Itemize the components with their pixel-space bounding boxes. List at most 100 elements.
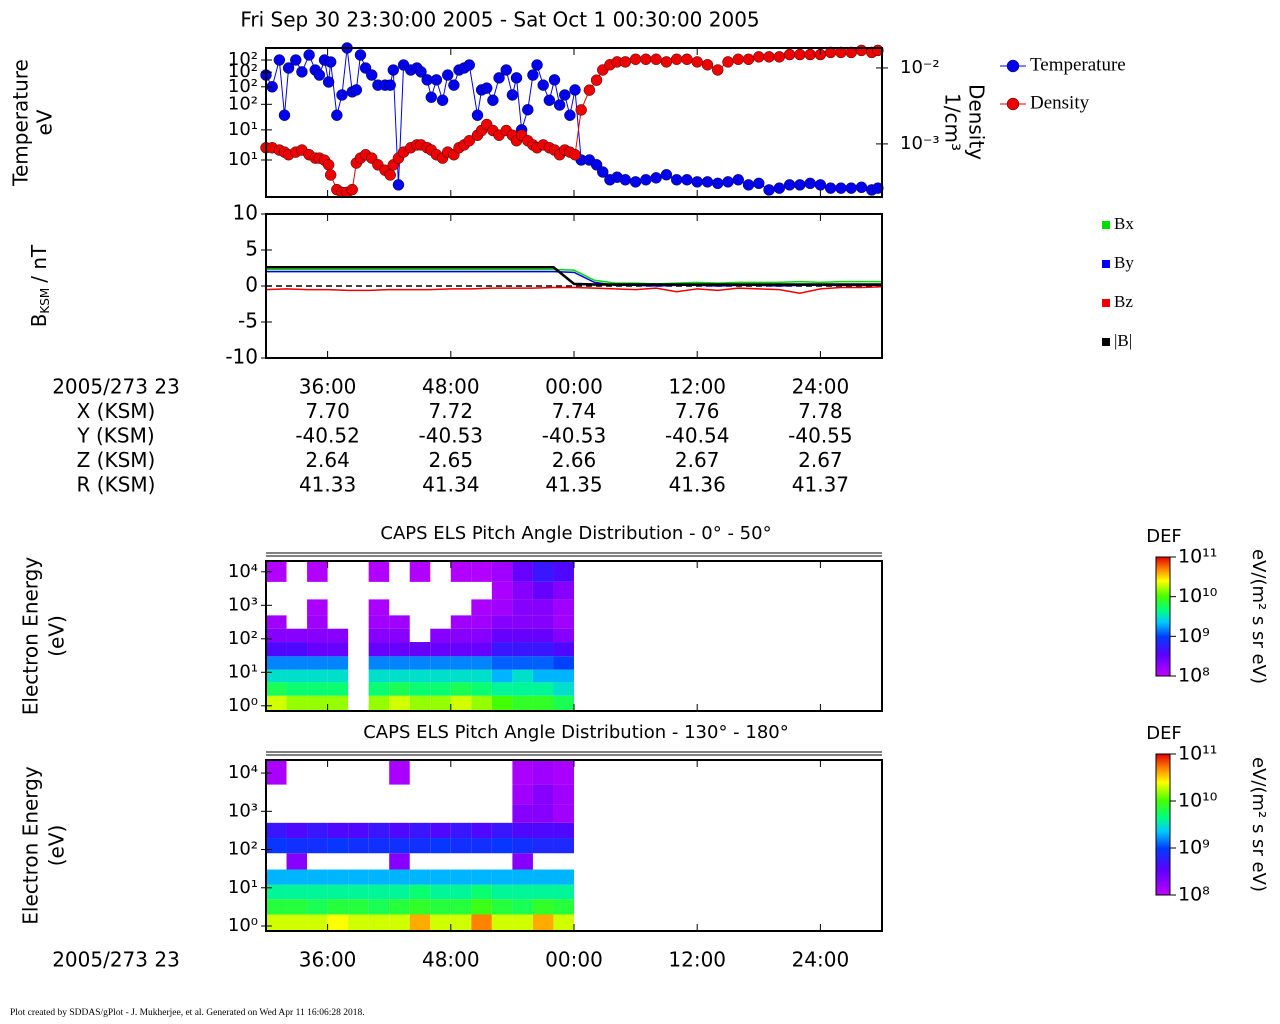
- heatmap-cell: [430, 695, 451, 711]
- data-point: [773, 51, 786, 63]
- data-point: [804, 177, 816, 190]
- heatmap-cell: [307, 869, 328, 885]
- heatmap-cell: [471, 884, 492, 900]
- ephemeris-value: -40.52: [295, 424, 359, 448]
- data-point: [384, 169, 396, 181]
- y-axis-unit: (eV): [45, 825, 69, 867]
- heatmap-cell: [307, 615, 328, 629]
- data-point: [681, 53, 693, 65]
- heatmap-cell: [532, 628, 554, 643]
- data-point: [463, 59, 475, 71]
- colorbar-tick-label: 10¹⁰: [1178, 790, 1217, 812]
- heatmap-cell: [266, 615, 287, 629]
- y-tick-label: 10⁰: [228, 695, 258, 716]
- y-tick-label: 10²: [228, 628, 258, 649]
- heatmap-cell: [512, 695, 533, 711]
- heatmap-cell: [512, 899, 533, 915]
- y-axis-label-main: B: [27, 314, 51, 328]
- legend-label: By: [1114, 253, 1134, 272]
- legend-marker: [1006, 59, 1020, 73]
- heatmap-cell: [348, 838, 369, 854]
- data-point: [387, 64, 400, 76]
- y2-tick-label: 10⁻²: [900, 57, 940, 78]
- y-axis-label: Electron Energy: [19, 557, 43, 716]
- heatmap-cell: [532, 642, 554, 657]
- colorbar: [1155, 753, 1171, 896]
- ephemeris-value: -40.53: [419, 424, 483, 448]
- data-point: [845, 182, 857, 194]
- series-line: [266, 266, 882, 286]
- heatmap-cell: [307, 669, 328, 683]
- heatmap-cell: [553, 682, 574, 696]
- heatmap-cell: [512, 561, 533, 582]
- heatmap-cell: [368, 656, 390, 670]
- colorbar: [1155, 556, 1171, 677]
- heatmap-cell: [430, 628, 451, 643]
- heatmap-cell: [512, 581, 533, 600]
- y-axis-label-sub: KSM: [38, 288, 52, 314]
- colorbar-unit: eV/(m² s sr eV): [1248, 757, 1269, 892]
- data-point: [794, 48, 806, 61]
- heatmap-cell: [286, 695, 308, 711]
- data-point: [701, 176, 714, 188]
- colorbar-tick-label: 10¹¹: [1178, 743, 1217, 765]
- heatmap-cell: [491, 581, 513, 600]
- data-point: [814, 179, 827, 191]
- y-axis-unit: eV: [33, 109, 57, 135]
- heatmap-cell: [307, 884, 328, 900]
- legend-label: Bz: [1114, 292, 1133, 311]
- heatmap-cell: [307, 838, 328, 854]
- y-tick-label: 10²: [228, 93, 258, 114]
- data-point: [553, 99, 566, 111]
- colorbar-unit: eV/(m² s sr eV): [1248, 549, 1269, 684]
- heatmap-cell: [553, 838, 574, 854]
- y-tick-label: 10¹: [228, 119, 258, 140]
- heatmap-cell: [389, 884, 410, 900]
- heatmap-cell: [409, 822, 431, 839]
- heatmap-cell: [368, 869, 390, 885]
- ephemeris-value: 41.35: [545, 473, 602, 497]
- data-point: [481, 82, 493, 94]
- heatmap-cell: [327, 656, 349, 670]
- heatmap-cell: [266, 669, 287, 683]
- heatmap-cell: [450, 914, 472, 931]
- data-point: [548, 74, 561, 86]
- heatmap-cell: [491, 869, 513, 885]
- legend-marker: [1006, 97, 1020, 111]
- heatmap-cell: [327, 628, 349, 643]
- data-point: [640, 174, 652, 186]
- heatmap-cell: [512, 784, 533, 805]
- x-tick-label: 48:00: [422, 375, 480, 399]
- x-tick-label: 36:00: [299, 948, 357, 972]
- heatmap-cell: [512, 869, 533, 885]
- heatmap-cell: [389, 869, 410, 885]
- colorbar-label: DEF: [1146, 723, 1182, 744]
- ephemeris-value: 41.37: [792, 473, 849, 497]
- heatmap-cell: [327, 695, 349, 711]
- heatmap-cell: [532, 784, 554, 805]
- colorbar-tick-label: 10¹¹: [1178, 546, 1217, 568]
- heatmap-cell: [409, 561, 431, 582]
- heatmap-cell: [512, 656, 533, 670]
- heatmap-cell: [266, 682, 287, 696]
- heatmap-cell: [450, 628, 472, 643]
- data-point: [366, 69, 378, 81]
- heatmap-cell: [307, 914, 328, 931]
- x-tick-label: 12:00: [668, 948, 726, 972]
- heatmap-cell: [553, 561, 574, 582]
- heatmap-cell: [471, 642, 492, 657]
- data-point: [273, 54, 286, 66]
- heatmap-cell: [450, 899, 472, 915]
- heatmap-cell: [450, 561, 472, 582]
- data-point: [691, 176, 703, 188]
- heatmap-cell: [532, 695, 554, 711]
- heatmap-cell: [471, 599, 492, 616]
- y-tick-label: 10⁴: [228, 561, 258, 582]
- heatmap-cell: [307, 682, 328, 696]
- data-point: [471, 109, 484, 121]
- data-point: [384, 79, 396, 91]
- heatmap-cell: [368, 822, 390, 839]
- heatmap-cell: [286, 669, 308, 683]
- ephemeris-label: X (KSM): [77, 399, 156, 423]
- legend-swatch: [1102, 299, 1110, 307]
